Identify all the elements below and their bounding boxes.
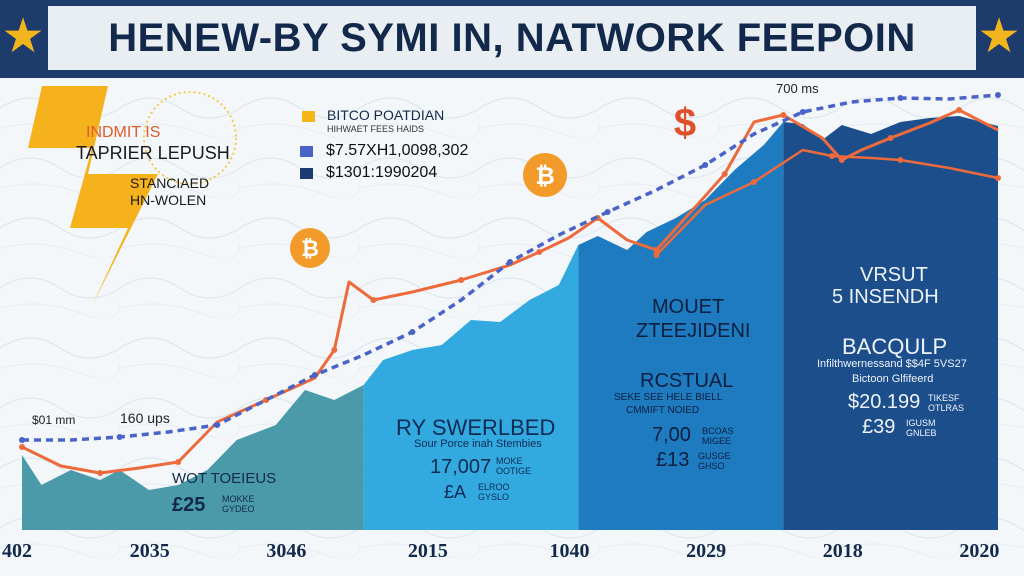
annotation-mid-value: 160 ups (120, 410, 170, 426)
panel-3-value: 7,00 (652, 424, 691, 446)
x-tick-label: 3046 (266, 540, 307, 562)
data-point (956, 107, 962, 113)
panel-3-sub-2: CMMIFT NOIED (626, 405, 700, 416)
data-point (829, 153, 836, 159)
data-point (214, 422, 221, 428)
data-point (507, 259, 513, 265)
legend-item-2: $1301:1990204 (326, 164, 438, 181)
data-point (887, 135, 894, 141)
area-segment-1 (22, 385, 364, 530)
panel-4-value-2: £39 (862, 416, 896, 438)
data-point (799, 109, 806, 115)
panel-4-value: $20.199 (848, 391, 921, 413)
star-icon: ★ (977, 10, 1021, 63)
bolt-label-2: TAPRIER LEPUSH (76, 143, 230, 163)
chart-canvas: ₿ ₿ $ (0, 78, 1024, 576)
legend-subtitle: HIHWAET FEES HAIDS (327, 124, 425, 134)
x-tick-label: 1040 (549, 540, 590, 562)
panel-3-value-2: £13 (656, 449, 690, 471)
panel-1-note: MOKKE GYDEO (222, 494, 255, 514)
x-tick-label: 2020 (959, 540, 1000, 562)
data-point (604, 209, 611, 215)
bitcoin-coin-icon: ₿ (290, 228, 330, 268)
panel-2-value: 17,007 (430, 456, 492, 478)
data-point (838, 157, 845, 163)
x-tick-label: 2035 (129, 540, 170, 562)
area-segment-4 (783, 116, 998, 530)
x-tick-label: 2029 (686, 540, 727, 562)
data-point (897, 95, 904, 101)
x-tick-label: 2015 (407, 540, 448, 562)
data-point (19, 437, 25, 443)
data-point (311, 372, 318, 378)
data-point (409, 329, 416, 335)
panel-4-sub: Infilthwernessand $$4F 5VS27 (817, 358, 967, 370)
title-panel (48, 6, 976, 70)
bolt-halo (143, 91, 237, 185)
data-point (458, 277, 465, 283)
x-tick-label: 2018 (822, 540, 863, 562)
panel-4-heading-2: 5 INSENDH (832, 286, 939, 308)
data-point (331, 347, 338, 353)
bolt-label-4: HN-WOLEN (130, 192, 207, 208)
legend-item-1: $7.57XH1,0098,302 (326, 142, 469, 159)
orange-line-series (21, 108, 999, 475)
bolt-label-3: STANCIAED (130, 175, 210, 191)
dollar-sign-icon: $ (674, 101, 696, 145)
data-point (751, 179, 757, 185)
data-point (97, 470, 104, 476)
annotation-top-right: 700 ms (776, 81, 819, 96)
chart-title: HENEW-BY SYMI IN, NATWORK FEEPOIN (108, 16, 916, 60)
panel-3-note-2: GUSGE GHSO (698, 451, 731, 471)
area-segment-3 (578, 122, 784, 530)
panel-1-heading: WOT TOEIEUS (172, 470, 277, 487)
svg-text:₿: ₿ (535, 163, 555, 190)
panel-2-heading: RY SWERLBED (396, 415, 556, 440)
legend-swatch-navy (300, 168, 313, 179)
panel-3-sub: SEKE SEE HELE BIELL (614, 392, 723, 403)
data-point (653, 252, 660, 258)
panel-4-sub-heading: BACQULP (842, 334, 948, 359)
data-point (116, 434, 123, 440)
legend-swatch-blue (300, 146, 313, 157)
bitcoin-coin-icon: ₿ (523, 153, 567, 197)
data-point (702, 162, 709, 168)
panel-2-note: MOKE OOTIGE (496, 456, 532, 476)
panel-3-sub-heading: RCSTUAL (640, 370, 734, 392)
x-tick-label: 402 (2, 540, 32, 562)
svg-text:₿: ₿ (301, 236, 319, 261)
panel-3-heading: MOUET (652, 296, 725, 318)
panel-3-note: BCOAS MIGEE (702, 426, 734, 446)
data-point (995, 92, 1001, 98)
annotation-left-value: $01 mm (32, 413, 76, 427)
area-series (22, 116, 998, 530)
data-point (536, 249, 543, 255)
panel-4-sub-2: Bictoon Glfifeerd (852, 373, 934, 385)
data-point (19, 444, 25, 450)
panel-4-note-2: IGUSM GNLEB (906, 418, 937, 438)
data-point (175, 459, 182, 465)
data-point (995, 175, 1001, 181)
area-segment-2 (363, 245, 579, 530)
legend-title: BITCO POATDIAN (327, 107, 445, 123)
data-point (721, 171, 728, 177)
panel-2-value-2: £A (444, 482, 467, 502)
bolt-label-1: INDMIT IS (86, 124, 161, 141)
panel-4-note: TIKESF OTLRAS (928, 393, 965, 413)
panel-1-value: £25 (172, 494, 206, 516)
data-point (653, 247, 660, 253)
panel-4-heading: VRSUT (860, 264, 928, 286)
title-banner: HENEW-BY SYMI IN, NATWORK FEEPOIN ★ ★ (0, 0, 1024, 78)
panel-2-sub: Sour Porce inah Stembies (414, 438, 542, 450)
data-point (780, 112, 787, 118)
line-series (19, 92, 1001, 476)
data-point (370, 297, 377, 303)
data-point (897, 157, 904, 163)
panel-2-note-2: ELROO GYSLO (478, 482, 510, 502)
panel-3-heading-2: ZTEEJIDENI (636, 320, 751, 342)
lightning-bolt-icon (28, 86, 158, 306)
legend-swatch-gold (302, 111, 315, 122)
star-icon: ★ (1, 10, 45, 63)
